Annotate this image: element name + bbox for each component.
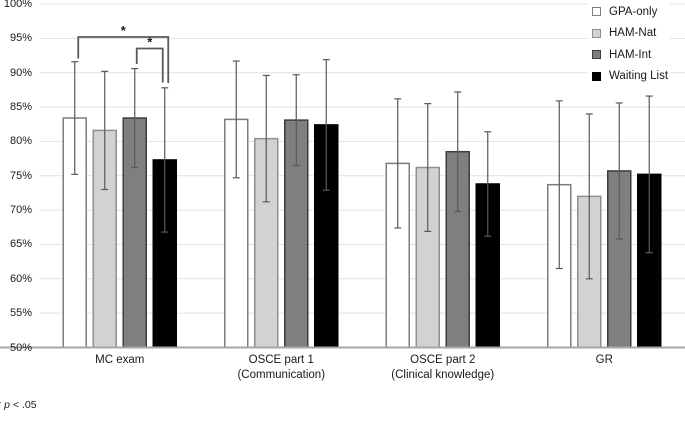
significance-asterisk-1: * — [147, 35, 153, 50]
y-tick-label-75: 75% — [9, 169, 32, 182]
error-bar-ham-nat-cat3 — [585, 113, 593, 280]
legend-label: HAM-Nat — [609, 27, 657, 40]
x-category-label-3: GR — [519, 353, 685, 368]
significance-footnote: *p< .05 — [0, 399, 40, 411]
footnote-p-symbol: p — [4, 399, 10, 411]
x-category-label-line: MC exam — [95, 354, 145, 366]
legend-swatch-icon — [592, 28, 601, 38]
y-tick-label-60: 60% — [9, 272, 32, 285]
error-bar-waiting-list-cat1 — [322, 59, 330, 191]
y-tick-label-70: 70% — [9, 204, 32, 217]
error-bar-gpa-only-cat0 — [71, 61, 79, 175]
chart-legend: GPA-only HAM-Nat HAM-Int Waiting List — [588, 0, 671, 89]
legend-swatch-icon — [592, 50, 601, 60]
y-tick-label-95: 95% — [9, 32, 32, 45]
legend-label: GPA-only — [609, 5, 658, 18]
error-bar-waiting-list-cat0 — [161, 87, 169, 233]
x-category-label-1: OSCE part 1 (Communication) — [196, 353, 366, 383]
legend-label: HAM-Int — [609, 48, 652, 61]
y-tick-label-55: 55% — [9, 307, 32, 320]
error-bar-gpa-only-cat2 — [394, 98, 402, 229]
legend-label: Waiting List — [609, 70, 669, 83]
significance-bracket-1: * — [135, 35, 164, 83]
footnote-threshold: < .05 — [12, 399, 37, 411]
legend-swatch-icon — [592, 7, 601, 17]
error-bar-ham-int-cat2 — [454, 91, 462, 213]
x-category-label-line: OSCE part 1 — [248, 354, 314, 366]
error-bar-ham-nat-cat1 — [262, 74, 270, 203]
footnote-marker: * — [0, 399, 1, 411]
y-tick-label-100: 100% — [3, 0, 32, 10]
error-bar-waiting-list-cat2 — [484, 131, 492, 237]
error-bar-ham-int-cat3 — [615, 102, 623, 240]
x-category-label-line: (Communication) — [237, 369, 326, 381]
legend-item-ham-nat: HAM-Nat — [592, 23, 668, 45]
x-category-label-line: GR — [595, 354, 613, 366]
error-bar-ham-nat-cat2 — [424, 103, 432, 232]
significance-asterisk-0: * — [121, 23, 127, 38]
error-bar-waiting-list-cat3 — [645, 95, 653, 254]
x-category-label-line: OSCE part 2 — [410, 354, 476, 366]
x-category-label-0: MC exam — [35, 353, 205, 368]
y-axis-labels: 50% 55% 60% 65% 70% 75% 80% 85% 90% 95% 100% — [0, 0, 33, 360]
y-tick-label-50: 50% — [9, 341, 32, 354]
error-bar-gpa-only-cat3 — [555, 100, 563, 270]
legend-item-gpa-only: GPA-only — [592, 1, 668, 23]
legend-swatch-icon — [592, 71, 601, 81]
x-category-label-2: OSCE part 2 (Clinical knowledge) — [358, 353, 528, 383]
y-tick-label-80: 80% — [9, 135, 32, 148]
error-bar-ham-int-cat0 — [131, 67, 139, 169]
error-bar-ham-nat-cat0 — [101, 70, 109, 191]
significance-bracket-0: * — [77, 23, 170, 83]
legend-item-ham-int: HAM-Int — [592, 44, 668, 66]
y-tick-label-90: 90% — [9, 66, 32, 79]
y-tick-label-85: 85% — [9, 101, 32, 114]
legend-item-waiting-list: Waiting List — [592, 66, 668, 88]
error-bar-ham-int-cat1 — [292, 74, 300, 167]
x-category-label-line: (Clinical knowledge) — [391, 369, 495, 381]
y-tick-label-65: 65% — [9, 238, 32, 251]
error-bar-gpa-only-cat1 — [232, 60, 240, 179]
